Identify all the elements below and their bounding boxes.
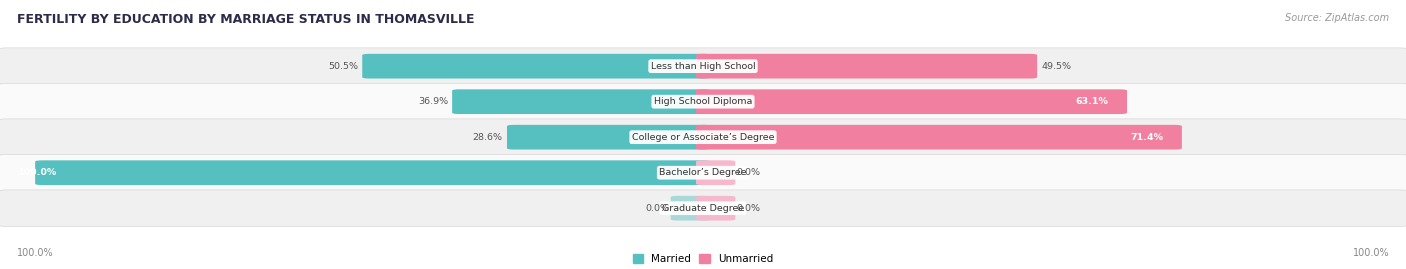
FancyBboxPatch shape xyxy=(0,154,1406,191)
Text: Bachelor’s Degree: Bachelor’s Degree xyxy=(659,168,747,177)
Text: 100.0%: 100.0% xyxy=(17,248,53,258)
FancyBboxPatch shape xyxy=(508,125,710,150)
Text: Source: ZipAtlas.com: Source: ZipAtlas.com xyxy=(1285,13,1389,23)
Text: College or Associate’s Degree: College or Associate’s Degree xyxy=(631,133,775,142)
Text: 0.0%: 0.0% xyxy=(737,168,761,177)
Text: 36.9%: 36.9% xyxy=(418,97,449,106)
FancyBboxPatch shape xyxy=(453,89,710,114)
Text: Less than High School: Less than High School xyxy=(651,62,755,71)
Text: 63.1%: 63.1% xyxy=(1076,97,1109,106)
FancyBboxPatch shape xyxy=(696,125,1182,150)
Legend: Married, Unmarried: Married, Unmarried xyxy=(633,254,773,264)
FancyBboxPatch shape xyxy=(363,54,710,79)
Text: FERTILITY BY EDUCATION BY MARRIAGE STATUS IN THOMASVILLE: FERTILITY BY EDUCATION BY MARRIAGE STATU… xyxy=(17,13,474,26)
FancyBboxPatch shape xyxy=(35,160,710,185)
Text: High School Diploma: High School Diploma xyxy=(654,97,752,106)
FancyBboxPatch shape xyxy=(671,196,710,221)
Text: 71.4%: 71.4% xyxy=(1130,133,1164,142)
FancyBboxPatch shape xyxy=(696,54,1038,79)
Text: 100.0%: 100.0% xyxy=(18,168,58,177)
FancyBboxPatch shape xyxy=(0,190,1406,226)
Text: 49.5%: 49.5% xyxy=(1042,62,1071,71)
FancyBboxPatch shape xyxy=(696,196,735,221)
Text: 100.0%: 100.0% xyxy=(1353,248,1389,258)
FancyBboxPatch shape xyxy=(0,119,1406,155)
Text: 0.0%: 0.0% xyxy=(645,204,669,213)
FancyBboxPatch shape xyxy=(696,89,1128,114)
FancyBboxPatch shape xyxy=(0,83,1406,120)
FancyBboxPatch shape xyxy=(0,48,1406,84)
Text: 28.6%: 28.6% xyxy=(472,133,503,142)
Text: Graduate Degree: Graduate Degree xyxy=(662,204,744,213)
Text: 0.0%: 0.0% xyxy=(737,204,761,213)
Text: 50.5%: 50.5% xyxy=(328,62,359,71)
FancyBboxPatch shape xyxy=(696,160,735,185)
